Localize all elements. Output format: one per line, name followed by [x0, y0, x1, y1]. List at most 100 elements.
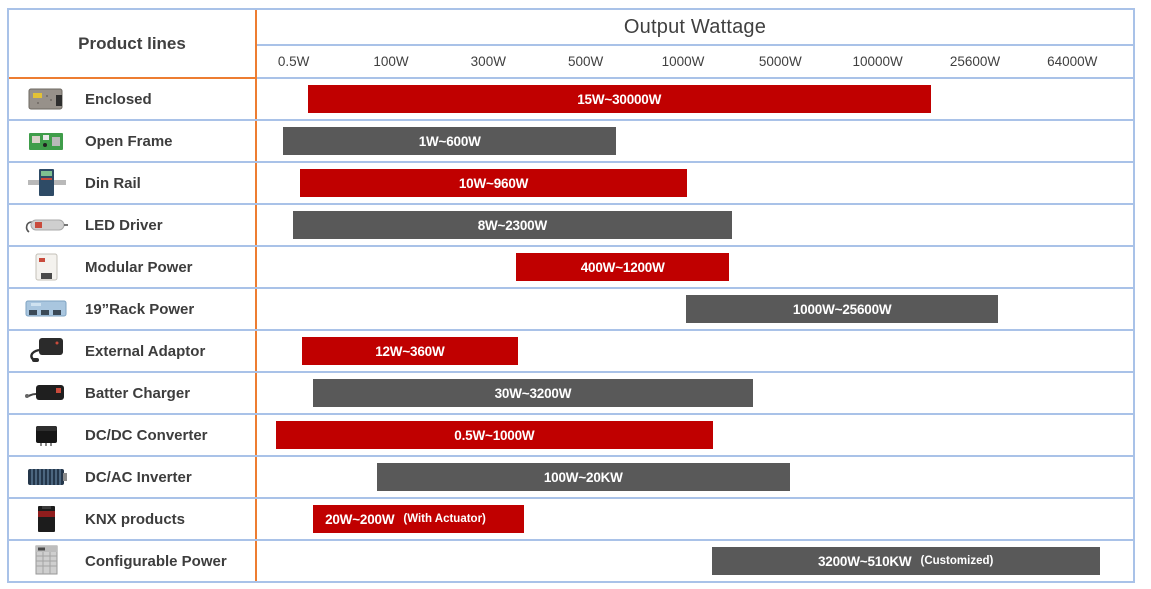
modular-power-icon	[9, 250, 85, 284]
product-line-label: Configurable Power	[85, 552, 227, 570]
enclosed-power-supply-icon	[9, 82, 85, 116]
table-row: Configurable Power 3200W~510KW (Customized…	[9, 541, 1133, 581]
chart-title: Output Wattage	[623, 15, 767, 38]
din-rail-psu-icon	[9, 166, 85, 200]
wattage-range-label: 3200W~510KW	[818, 553, 912, 569]
wattage-range-label: 15W~30000W	[577, 91, 662, 107]
product-line-label: Open Frame	[85, 132, 173, 150]
wattage-range-bar: 10W~960W	[299, 169, 688, 197]
product-line-label: Enclosed	[85, 90, 152, 108]
product-line-label: Batter Charger	[85, 384, 191, 402]
wattage-ticks: 0.5W 100W 300W 500W 1000W 5000W 10000W 25600W 64…	[245, 54, 1121, 69]
product-line-cell: DC/AC Inverter	[9, 457, 257, 497]
configurable-power-icon	[9, 544, 85, 578]
wattage-scale-row: 0.5W 100W 300W 500W 1000W 5000W 10000W 25600W 64…	[257, 44, 1133, 77]
product-rows: Enclosed 15W~30000W Open Frame 1W~600W Din R…	[9, 79, 1133, 581]
wattage-bar-cell: 8W~2300W	[257, 205, 1133, 245]
product-line-cell: External Adaptor	[9, 331, 257, 371]
product-line-cell: Enclosed	[9, 79, 257, 119]
wattage-bar-cell: 100W~20KW	[257, 457, 1133, 497]
wattage-range-label: 400W~1200W	[580, 259, 665, 275]
table-frame: Product lines Output Wattage 0.5W 100W 300…	[7, 8, 1135, 583]
wattage-bar-cell: 12W~360W	[257, 331, 1133, 371]
product-line-cell: 19”Rack Power	[9, 289, 257, 329]
wattage-range-note: (With Actuator)	[403, 513, 486, 525]
wattage-range-bar: 8W~2300W	[292, 211, 732, 239]
product-line-label: DC/DC Converter	[85, 426, 208, 444]
table-header: Product lines Output Wattage 0.5W 100W 300…	[9, 10, 1133, 79]
wattage-tick-label: 10000W	[852, 54, 903, 69]
product-line-cell: KNX products	[9, 499, 257, 539]
wattage-range-label: 10W~960W	[458, 175, 529, 191]
product-line-label: 19”Rack Power	[85, 300, 195, 318]
wattage-bar-cell: 30W~3200W	[257, 373, 1133, 413]
table-row: DC/AC Inverter 100W~20KW	[9, 457, 1133, 499]
product-line-label: LED Driver	[85, 216, 163, 234]
product-line-label: DC/AC Inverter	[85, 468, 192, 486]
wattage-tick-label: 300W	[470, 54, 506, 69]
wattage-range-bar: 1W~600W	[283, 127, 617, 155]
wattage-bar-cell: 15W~30000W	[257, 79, 1133, 119]
product-line-cell: LED Driver	[9, 205, 257, 245]
product-line-label: KNX products	[85, 510, 186, 528]
knx-product-icon	[9, 502, 85, 536]
wattage-range-bar: 20W~200W (With Actuator)	[313, 505, 525, 533]
product-line-cell: DC/DC Converter	[9, 415, 257, 455]
wattage-range-bar: 400W~1200W	[516, 253, 730, 281]
table-row: DC/DC Converter 0.5W~1000W	[9, 415, 1133, 457]
table-row: Batter Charger 30W~3200W	[9, 373, 1133, 415]
battery-charger-icon	[9, 376, 85, 410]
table-row: Enclosed 15W~30000W	[9, 79, 1133, 121]
product-line-cell: Din Rail	[9, 163, 257, 203]
wattage-range-bar: 30W~3200W	[313, 379, 753, 407]
wattage-bar-cell: 20W~200W (With Actuator)	[257, 499, 1133, 539]
wattage-bar-cell: 400W~1200W	[257, 247, 1133, 287]
product-line-cell: Batter Charger	[9, 373, 257, 413]
wattage-range-bar: 1000W~25600W	[686, 295, 999, 323]
table-row: LED Driver 8W~2300W	[9, 205, 1133, 247]
wattage-tick-label: 100W	[373, 54, 409, 69]
product-lines-header: Product lines	[9, 10, 257, 79]
wattage-tick-label: 0.5W	[277, 54, 310, 69]
product-line-label: Din Rail	[85, 174, 141, 192]
external-adaptor-icon	[9, 334, 85, 368]
wattage-range-bar: 3200W~510KW (Customized)	[711, 547, 1100, 575]
wattage-tick-label: 5000W	[758, 54, 802, 69]
led-driver-icon	[9, 208, 85, 242]
table-row: Modular Power 400W~1200W	[9, 247, 1133, 289]
wattage-range-label: 20W~200W	[325, 511, 395, 527]
wattage-range-label: 1W~600W	[418, 133, 481, 149]
wattage-range-bar: 15W~30000W	[307, 85, 931, 113]
wattage-bar-cell: 1W~600W	[257, 121, 1133, 161]
dcac-inverter-icon	[9, 460, 85, 494]
open-frame-psu-icon	[9, 124, 85, 158]
dcdc-converter-icon	[9, 418, 85, 452]
table-row: KNX products 20W~200W (With Actuator)	[9, 499, 1133, 541]
wattage-tick-label: 1000W	[661, 54, 705, 69]
wattage-tick-label: 500W	[568, 54, 604, 69]
product-line-cell: Open Frame	[9, 121, 257, 161]
wattage-range-bar: 100W~20KW	[377, 463, 790, 491]
wattage-bar-cell: 3200W~510KW (Customized)	[257, 541, 1133, 581]
product-line-cell: Configurable Power	[9, 541, 257, 581]
table-row: 19”Rack Power 1000W~25600W	[9, 289, 1133, 331]
wattage-range-label: 12W~360W	[375, 343, 445, 359]
product-line-label: External Adaptor	[85, 342, 206, 360]
wattage-range-label: 100W~20KW	[543, 469, 623, 485]
wattage-range-label: 0.5W~1000W	[454, 427, 535, 443]
wattage-range-note: (Customized)	[920, 555, 994, 567]
rack-power-icon	[9, 292, 85, 326]
wattage-bar-cell: 0.5W~1000W	[257, 415, 1133, 455]
wattage-range-label: 1000W~25600W	[792, 301, 892, 317]
wattage-bar-cell: 1000W~25600W	[257, 289, 1133, 329]
wattage-range-label: 8W~2300W	[477, 217, 548, 233]
table-row: Din Rail 10W~960W	[9, 163, 1133, 205]
output-wattage-header: Output Wattage 0.5W 100W 300W 500W 1000W 5000…	[257, 10, 1133, 79]
wattage-tick-label: 64000W	[1047, 54, 1098, 69]
wattage-range-bar: 0.5W~1000W	[276, 421, 713, 449]
wattage-bar-cell: 10W~960W	[257, 163, 1133, 203]
wattage-tick-label: 25600W	[949, 54, 1001, 69]
wattage-range-label: 30W~3200W	[494, 385, 572, 401]
product-line-label: Modular Power	[85, 258, 193, 276]
